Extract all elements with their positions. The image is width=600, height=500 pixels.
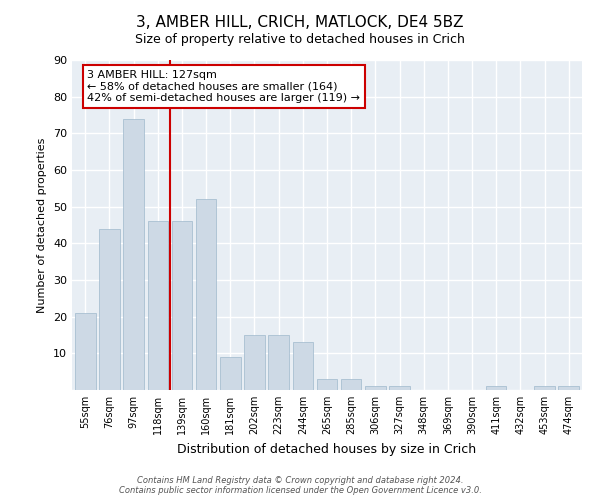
Bar: [244, 335, 265, 390]
Bar: [389, 386, 410, 390]
Bar: [220, 357, 241, 390]
Text: 3 AMBER HILL: 127sqm
← 58% of detached houses are smaller (164)
42% of semi-deta: 3 AMBER HILL: 127sqm ← 58% of detached h…: [88, 70, 360, 103]
Bar: [341, 379, 361, 390]
Bar: [148, 222, 168, 390]
Bar: [486, 386, 506, 390]
Y-axis label: Number of detached properties: Number of detached properties: [37, 138, 47, 312]
Bar: [534, 386, 555, 390]
Text: Contains HM Land Registry data © Crown copyright and database right 2024.
Contai: Contains HM Land Registry data © Crown c…: [119, 476, 481, 495]
Bar: [196, 200, 217, 390]
Bar: [268, 335, 289, 390]
Bar: [124, 118, 144, 390]
Bar: [317, 379, 337, 390]
Bar: [75, 313, 95, 390]
Text: 3, AMBER HILL, CRICH, MATLOCK, DE4 5BZ: 3, AMBER HILL, CRICH, MATLOCK, DE4 5BZ: [136, 15, 464, 30]
Bar: [293, 342, 313, 390]
Bar: [365, 386, 386, 390]
Bar: [559, 386, 579, 390]
Text: Size of property relative to detached houses in Crich: Size of property relative to detached ho…: [135, 32, 465, 46]
X-axis label: Distribution of detached houses by size in Crich: Distribution of detached houses by size …: [178, 442, 476, 456]
Bar: [172, 222, 192, 390]
Bar: [99, 228, 120, 390]
